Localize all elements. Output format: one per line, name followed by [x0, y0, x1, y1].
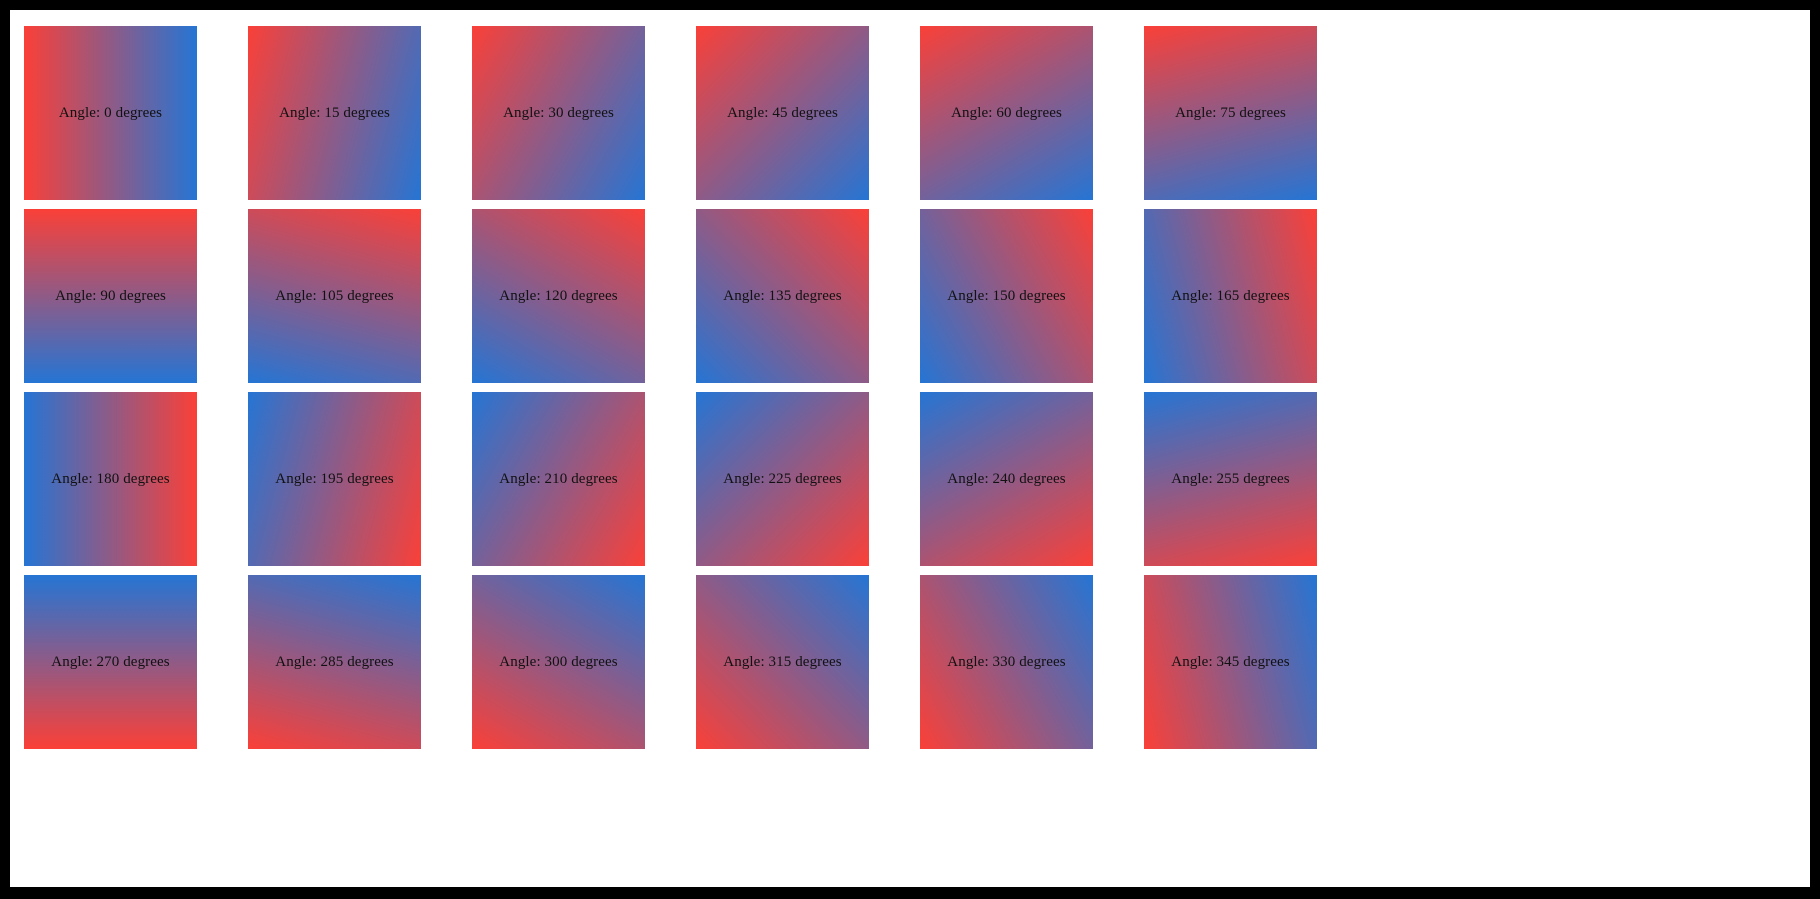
gradient-swatch: Angle: 255 degrees — [1144, 392, 1317, 566]
gradient-swatch-label: Angle: 120 degrees — [499, 287, 618, 304]
gradient-swatch-label: Angle: 30 degrees — [503, 104, 614, 121]
gradient-swatch: Angle: 30 degrees — [472, 26, 645, 200]
gradient-swatch: Angle: 75 degrees — [1144, 26, 1317, 200]
gradient-swatch: Angle: 45 degrees — [696, 26, 869, 200]
gradient-swatch: Angle: 165 degrees — [1144, 209, 1317, 383]
gradient-swatch-label: Angle: 150 degrees — [947, 287, 1066, 304]
gradient-swatch-label: Angle: 180 degrees — [51, 470, 170, 487]
gradient-swatch-grid: Angle: 0 degrees Angle: 15 degrees Angle: … — [24, 26, 1810, 749]
gradient-swatch-label: Angle: 195 degrees — [275, 470, 394, 487]
gradient-swatch-label: Angle: 255 degrees — [1171, 470, 1290, 487]
gradient-swatch: Angle: 120 degrees — [472, 209, 645, 383]
gradient-swatch-label: Angle: 240 degrees — [947, 470, 1066, 487]
gradient-swatch: Angle: 105 degrees — [248, 209, 421, 383]
gradient-swatch-label: Angle: 270 degrees — [51, 653, 170, 670]
gradient-swatch: Angle: 330 degrees — [920, 575, 1093, 749]
gradient-swatch-label: Angle: 300 degrees — [499, 653, 618, 670]
gradient-swatch: Angle: 195 degrees — [248, 392, 421, 566]
gradient-swatch: Angle: 315 degrees — [696, 575, 869, 749]
gradient-swatch-label: Angle: 45 degrees — [727, 104, 838, 121]
gradient-swatch-label: Angle: 345 degrees — [1171, 653, 1290, 670]
gradient-swatch: Angle: 0 degrees — [24, 26, 197, 200]
gradient-swatch: Angle: 300 degrees — [472, 575, 645, 749]
gradient-swatch-label: Angle: 210 degrees — [499, 470, 618, 487]
gradient-swatch: Angle: 135 degrees — [696, 209, 869, 383]
gradient-swatch: Angle: 150 degrees — [920, 209, 1093, 383]
gradient-swatch-label: Angle: 315 degrees — [723, 653, 842, 670]
gradient-swatch: Angle: 240 degrees — [920, 392, 1093, 566]
gradient-swatch: Angle: 210 degrees — [472, 392, 645, 566]
gradient-swatch: Angle: 180 degrees — [24, 392, 197, 566]
gradient-swatch-label: Angle: 15 degrees — [279, 104, 390, 121]
gradient-swatch-label: Angle: 75 degrees — [1175, 104, 1286, 121]
gradient-swatch: Angle: 345 degrees — [1144, 575, 1317, 749]
gradient-swatch-label: Angle: 285 degrees — [275, 653, 394, 670]
gradient-swatch-label: Angle: 105 degrees — [275, 287, 394, 304]
gradient-swatch: Angle: 270 degrees — [24, 575, 197, 749]
gradient-swatch-label: Angle: 165 degrees — [1171, 287, 1290, 304]
gradient-swatch: Angle: 60 degrees — [920, 26, 1093, 200]
gradient-swatch-label: Angle: 225 degrees — [723, 470, 842, 487]
gradient-swatch-label: Angle: 0 degrees — [58, 104, 163, 121]
gradient-swatch-label: Angle: 60 degrees — [951, 104, 1062, 121]
gradient-swatch: Angle: 15 degrees — [248, 26, 421, 200]
gradient-swatch: Angle: 225 degrees — [696, 392, 869, 566]
gradient-swatch-label: Angle: 90 degrees — [55, 287, 166, 304]
page-canvas: Angle: 0 degrees Angle: 15 degrees Angle: … — [10, 10, 1810, 887]
gradient-swatch: Angle: 90 degrees — [24, 209, 197, 383]
gradient-swatch-label: Angle: 135 degrees — [723, 287, 842, 304]
gradient-swatch-label: Angle: 330 degrees — [947, 653, 1066, 670]
gradient-swatch: Angle: 285 degrees — [248, 575, 421, 749]
